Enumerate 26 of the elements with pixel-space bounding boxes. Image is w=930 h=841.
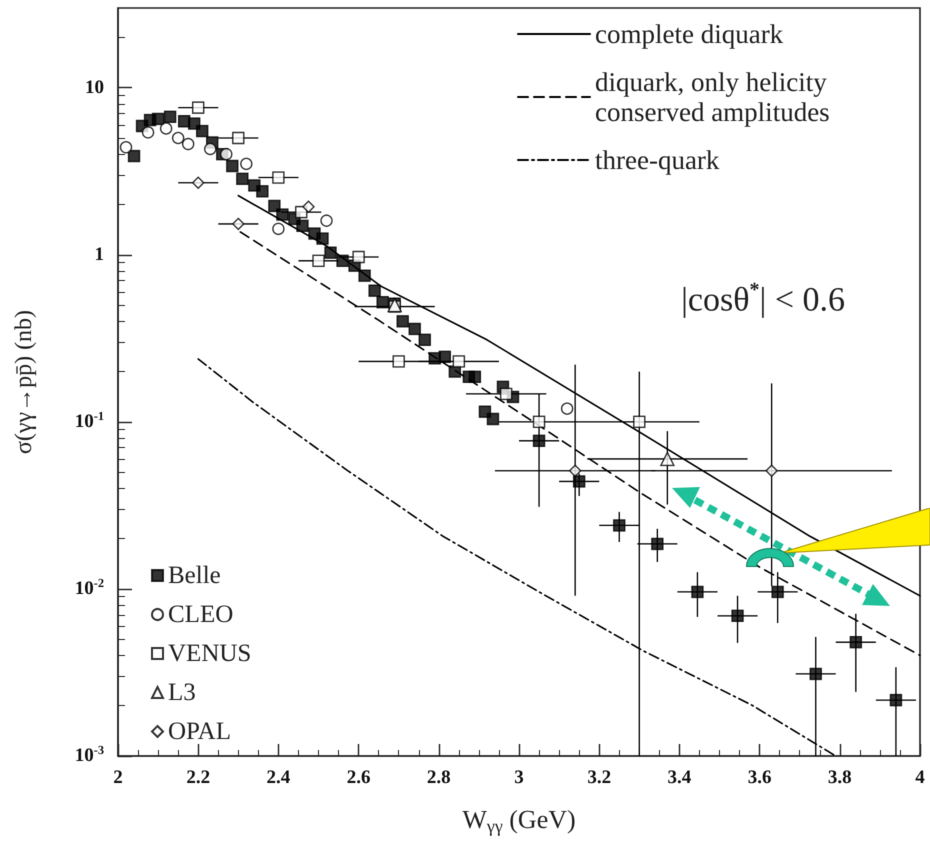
x-tick-label: 2.2: [186, 767, 210, 788]
legend-label: diquark, only helicity conserved amplitudes: [595, 67, 834, 127]
y-tick-label: 10$^{-2}$: [74, 576, 104, 601]
x-tick-label: 2: [113, 767, 123, 788]
x-tick-label: 2.6: [346, 767, 370, 788]
annotation: |cosθ*| < 0.6: [681, 279, 846, 319]
x-tick-label: 2.8: [426, 767, 451, 788]
x-tick-label: 2.4: [266, 767, 291, 788]
legend-label: Belle: [168, 562, 221, 589]
x-tick-label: 3.4: [668, 767, 692, 788]
x-tick-label: 3.6: [748, 767, 772, 788]
y-tick-label: 10$^{-1}$: [74, 409, 104, 434]
x-tick-label: 3.8: [828, 767, 852, 788]
legend-label: three-quark: [595, 145, 720, 175]
y-tick-label: 10: [85, 76, 104, 100]
y-tick-label: 10$^{-3}$: [74, 743, 104, 768]
legend-label: VENUS: [168, 640, 252, 667]
x-tick-label: 4: [915, 767, 926, 788]
y-tick-label: 1: [94, 242, 104, 267]
legend-label: OPAL: [168, 718, 231, 745]
legend-label: complete diquark: [595, 19, 784, 49]
legend-label: L3: [168, 679, 196, 706]
legend-label: CLEO: [168, 601, 234, 628]
y-axis-title: σ(γγ→pp̄) (nb): [11, 310, 37, 454]
x-tick-label: 3.2: [587, 767, 612, 788]
x-tick-label: 3: [514, 767, 524, 788]
